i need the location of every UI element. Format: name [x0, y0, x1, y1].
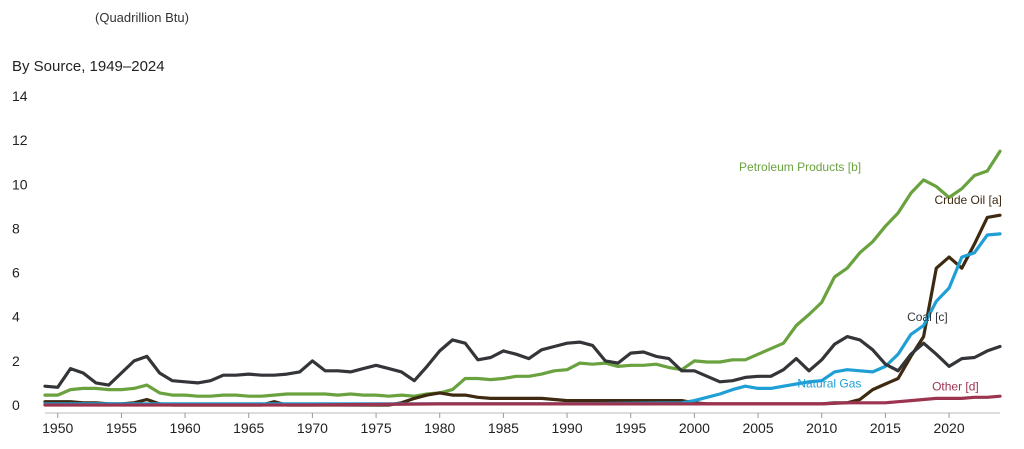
series-label-3: Coal [c] — [907, 310, 948, 324]
x-tick-label: 1980 — [424, 420, 455, 436]
x-tick-label: 2015 — [870, 420, 901, 436]
y-tick-label: 14 — [12, 88, 28, 104]
chart-title: By Source, 1949–2024 — [12, 58, 165, 75]
series-label-1: Crude Oil [a] — [934, 193, 1001, 207]
x-tick-label: 1950 — [42, 420, 73, 436]
y-tick-label: 4 — [12, 309, 20, 325]
y-tick-label: 12 — [12, 132, 28, 148]
x-tick-label: 2005 — [742, 420, 773, 436]
y-tick-label: 8 — [12, 220, 20, 236]
series-label-4: Other [d] — [932, 380, 979, 394]
series-label-2: Natural Gas — [797, 376, 861, 390]
series-line-4 — [43, 394, 1002, 407]
x-tick-label: 1960 — [169, 420, 200, 436]
series-line-0 — [43, 149, 1002, 398]
x-tick-label: 1975 — [360, 420, 391, 436]
y-tick-label: 10 — [12, 176, 28, 192]
unit-label: (Quadrillion Btu) — [95, 10, 189, 25]
x-tick-label: 1955 — [106, 420, 137, 436]
x-tick-label: 2000 — [679, 420, 710, 436]
x-tick-label: 2020 — [933, 420, 964, 436]
x-tick-label: 2010 — [806, 420, 837, 436]
x-tick-label: 1985 — [488, 420, 519, 436]
series-label-0: Petroleum Products [b] — [739, 160, 861, 174]
y-tick-label: 0 — [12, 397, 20, 413]
y-tick-label: 6 — [12, 265, 20, 281]
x-tick-label: 1995 — [615, 420, 646, 436]
x-tick-label: 1990 — [551, 420, 582, 436]
series-line-3 — [43, 335, 1002, 389]
x-tick-label: 1965 — [233, 420, 264, 436]
x-tick-label: 1970 — [297, 420, 328, 436]
y-tick-label: 2 — [12, 353, 20, 369]
